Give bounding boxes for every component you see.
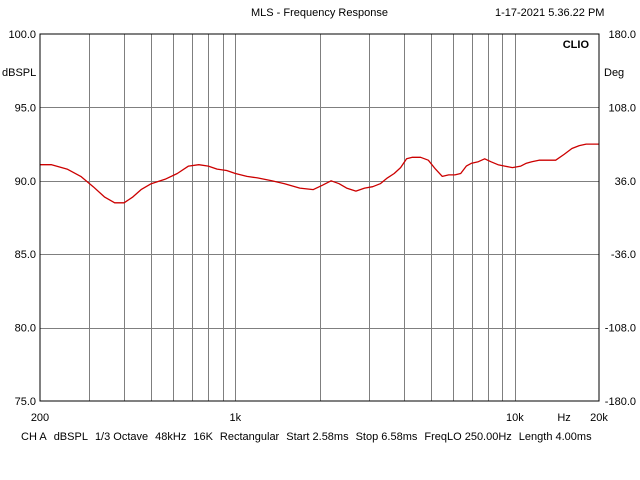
footer-item: Length 4.00ms [518,431,592,443]
footer-item: 48kHz [155,431,187,443]
footer-item: Start 2.58ms [286,431,349,443]
footer-item: 16K [193,431,213,443]
footer-item: Stop 6.58ms [355,431,418,443]
grid [40,34,599,401]
x-unit-label: Hz [557,412,570,424]
timestamp: 1-17-2021 5.36.22 PM [495,7,605,19]
y-tick-label: 85.0 [15,249,36,261]
footer-item: Rectangular [219,431,280,443]
x-axis-labels: 200 1k 10k 20k Hz [31,412,609,424]
y-axis-labels: 100.0 95.0 90.0 85.0 80.0 75.0 [8,29,36,408]
y-tick-label: 90.0 [15,176,36,188]
window-title: MLS - Frequency Response [251,7,388,19]
y2-axis-labels: 180.0 108.0 36.0 -36.0 -108.0 -180.0 [605,29,636,408]
series-group [40,143,599,204]
frequency-response-chart: 100.0 95.0 90.0 85.0 80.0 75.0 180.0 108.0 36.0… [2,29,636,424]
y-axis-title: dBSPL [2,67,36,79]
clio-brand-label: CLIO [563,39,590,51]
footer-item: 1/3 Octave [94,431,149,443]
y2-axis-title: Deg [604,67,624,79]
y-tick-label: 95.0 [15,102,36,114]
x-tick-label: 200 [31,412,49,424]
y2-tick-label: -180.0 [605,396,636,408]
plot-frame [39,33,600,402]
y2-tick-label: 108.0 [608,102,636,114]
x-tick-label: 20k [590,412,608,424]
y2-tick-label: 180.0 [608,29,636,41]
y-tick-label: 75.0 [15,396,36,408]
footer-item: FreqLO 250.00Hz [424,431,512,443]
y2-tick-label: -36.0 [611,249,636,261]
x-tick-label: 10k [506,412,524,424]
y2-tick-label: -108.0 [605,323,636,335]
footer-status: CH A dBSPL 1/3 Octave 48kHz 16K Rectangular St… [21,431,599,443]
frequency-response-line [40,143,599,204]
x-tick-label: 1k [230,412,242,424]
footer-item: CH A [21,431,47,443]
footer-item: dBSPL [53,431,88,443]
y2-tick-label: 36.0 [615,176,636,188]
y-tick-label: 80.0 [15,323,36,335]
y-tick-label: 100.0 [8,29,36,41]
